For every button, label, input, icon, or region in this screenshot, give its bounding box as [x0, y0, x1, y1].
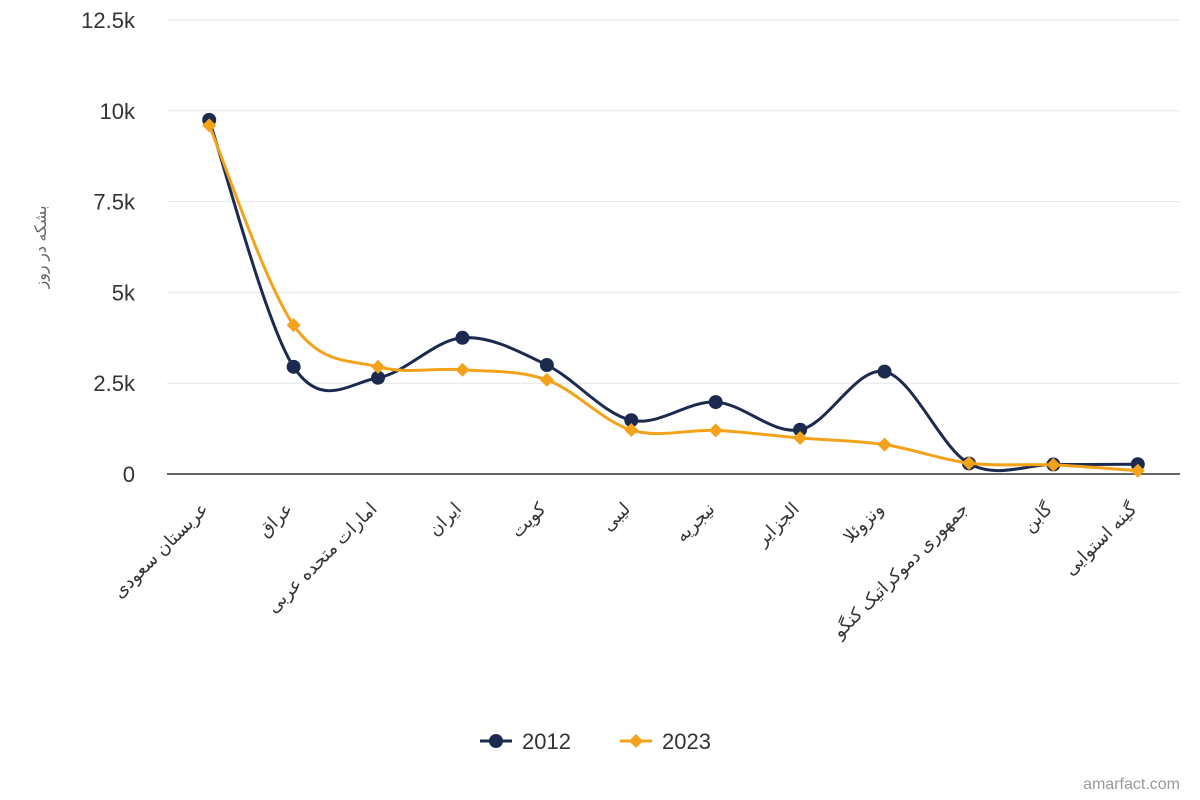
- legend-label: 2023: [662, 729, 711, 754]
- data-point[interactable]: [539, 358, 554, 373]
- data-point[interactable]: [1130, 463, 1145, 478]
- y-tick-label: 12.5k: [81, 8, 136, 33]
- y-tick-label: 2.5k: [93, 371, 136, 396]
- data-point[interactable]: [708, 423, 723, 438]
- x-tick-label: نیجریه: [671, 499, 719, 547]
- data-point[interactable]: [961, 456, 976, 471]
- x-tick-label: الجزایر: [751, 499, 803, 551]
- data-point[interactable]: [793, 431, 808, 446]
- data-point[interactable]: [793, 422, 808, 437]
- x-tick-label: عراق: [254, 499, 297, 542]
- data-point[interactable]: [877, 437, 892, 452]
- data-point[interactable]: [877, 364, 892, 379]
- legend[interactable]: 2012 2023: [480, 729, 711, 754]
- data-point[interactable]: [1046, 457, 1061, 472]
- x-tick-label: لیبی: [598, 499, 634, 535]
- y-axis-label: بشکه در روز: [33, 205, 51, 289]
- y-tick-label: 0: [123, 462, 135, 487]
- y-tick-label: 7.5k: [93, 190, 136, 215]
- legend-marker: [489, 734, 503, 748]
- x-tick-label: عربستان سعودی: [109, 499, 213, 603]
- credit-text: amarfact.com: [1083, 776, 1180, 793]
- data-point[interactable]: [455, 362, 470, 377]
- y-tick-label: 10k: [100, 99, 136, 124]
- data-point[interactable]: [371, 359, 386, 374]
- series-group: [202, 112, 1145, 478]
- data-point[interactable]: [708, 395, 723, 410]
- y-tick-label: 5k: [112, 280, 136, 305]
- series-line-2023: [207, 124, 1138, 473]
- y-axis-ticks: 0 2.5k 5k 7.5k 10k 12.5k: [81, 8, 136, 487]
- data-point[interactable]: [371, 370, 386, 385]
- series-line-2012: [207, 119, 1138, 473]
- data-point[interactable]: [202, 118, 217, 133]
- x-tick-label: کویت: [507, 498, 551, 542]
- x-tick-label: گینه استوایی: [1059, 498, 1141, 580]
- legend-item-2012[interactable]: 2012: [480, 729, 571, 754]
- x-tick-label: جمهوری دموکراتیک کنگو: [827, 498, 972, 643]
- data-point[interactable]: [539, 372, 554, 387]
- data-point[interactable]: [455, 330, 470, 345]
- data-point[interactable]: [624, 413, 639, 428]
- grid-lines: [167, 19, 1180, 384]
- data-point[interactable]: [624, 423, 639, 438]
- legend-label: 2012: [522, 729, 571, 754]
- x-tick-label: ایران: [424, 499, 466, 541]
- data-point[interactable]: [286, 359, 301, 374]
- series-2023: [202, 118, 1145, 478]
- data-point[interactable]: [286, 318, 301, 333]
- x-tick-label: ونزوئلا: [839, 499, 888, 548]
- x-tick-label: گابن: [1018, 498, 1057, 537]
- legend-item-2023[interactable]: 2023: [620, 729, 711, 754]
- legend-marker: [629, 734, 643, 748]
